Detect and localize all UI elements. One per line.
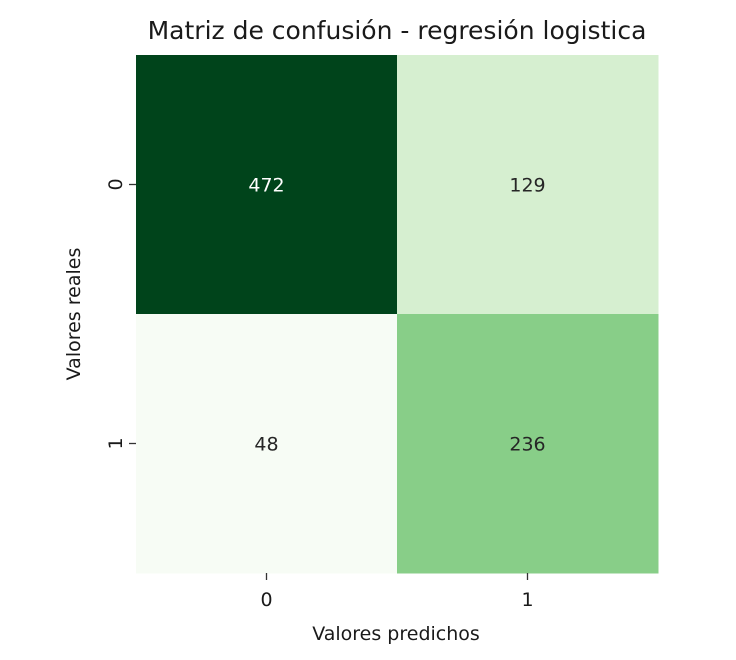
heatmap-cells xyxy=(136,55,659,574)
cell-value-label: 472 xyxy=(248,175,284,197)
y-tick-label: 1 xyxy=(105,437,127,449)
heatmap-cell-r1-c0 xyxy=(136,314,398,574)
y-axis-ticks: 01 xyxy=(105,178,136,450)
cell-value-label: 236 xyxy=(509,434,545,456)
heatmap-cell-r0-c1 xyxy=(397,55,659,315)
heatmap-value-labels: 472 129 48 236 xyxy=(248,175,545,456)
heatmap-cell-r0-c0 xyxy=(136,55,398,315)
heatmap-cell-r1-c1 xyxy=(397,314,659,574)
cell-value-label: 48 xyxy=(254,434,278,456)
y-axis-label: Valores reales xyxy=(63,248,85,381)
cell-value-label: 129 xyxy=(509,175,545,197)
chart-title: Matriz de confusión - regresión logistic… xyxy=(148,16,647,45)
x-tick-label: 0 xyxy=(260,589,272,611)
x-axis-label: Valores predichos xyxy=(312,623,480,645)
x-tick-label: 1 xyxy=(521,589,533,611)
y-tick-label: 0 xyxy=(105,178,127,190)
